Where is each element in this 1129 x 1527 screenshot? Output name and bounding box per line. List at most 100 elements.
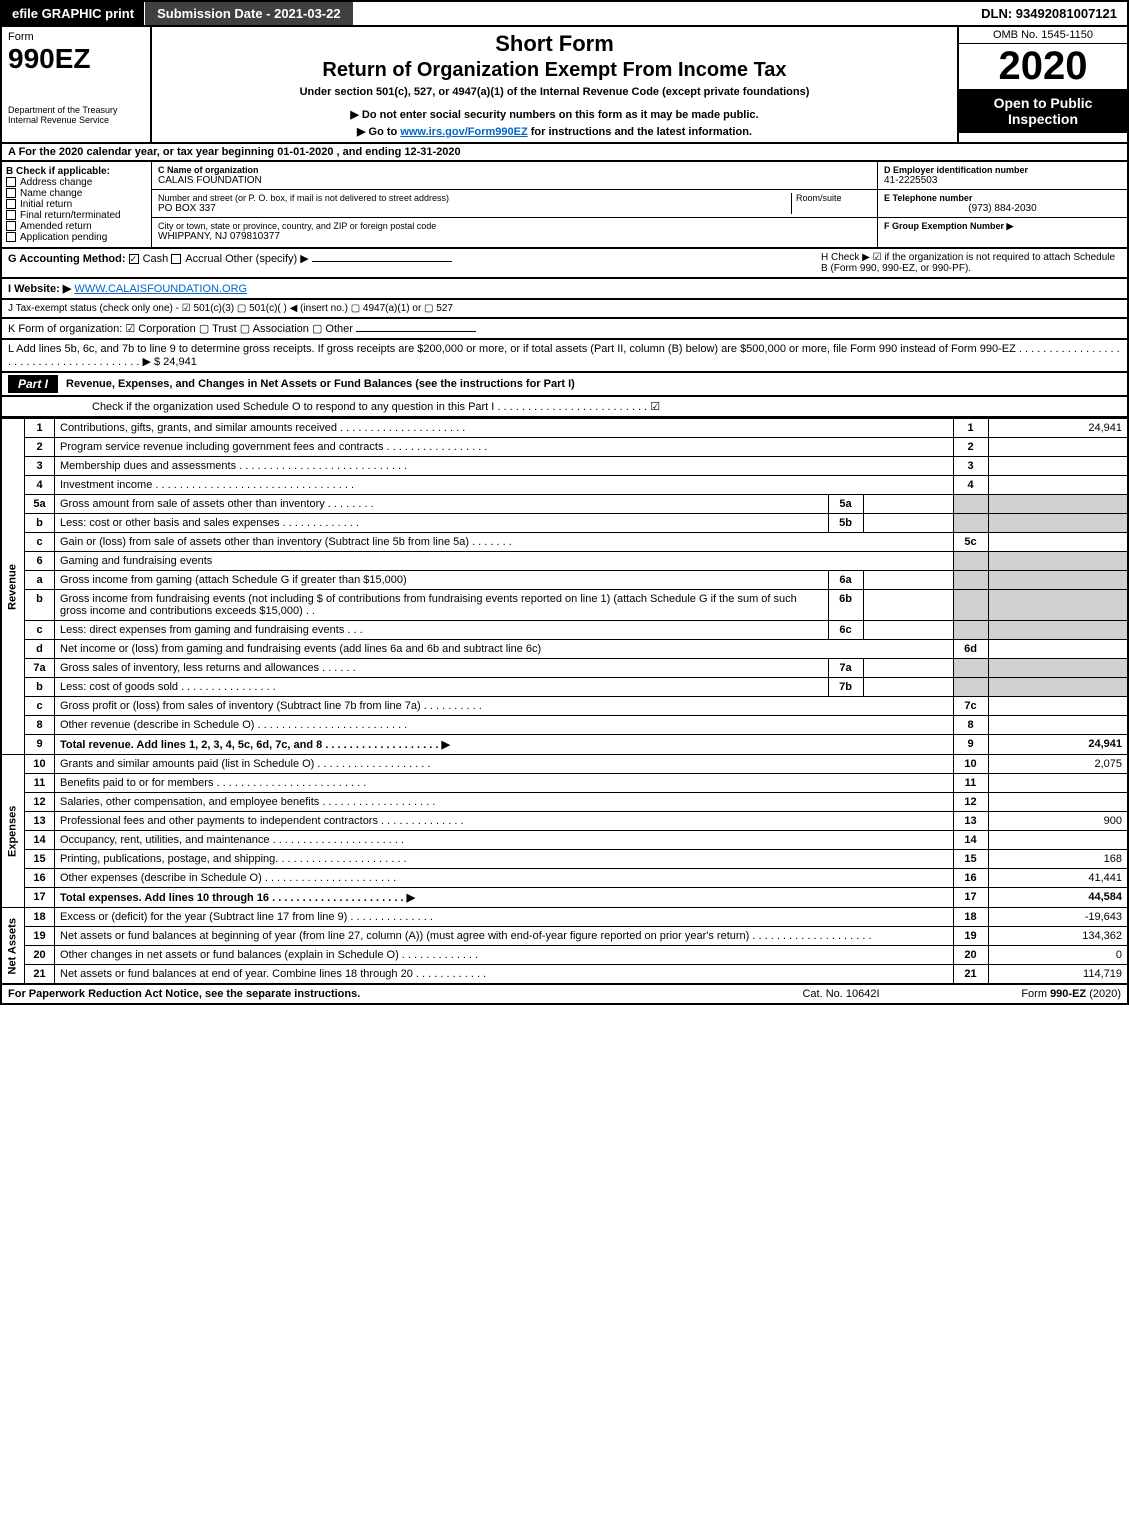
chk-address-change[interactable] (6, 177, 16, 187)
line-amount: 44,584 (988, 888, 1128, 908)
line-label: Other expenses (describe in Schedule O) … (55, 869, 954, 888)
line-ref: 2 (953, 438, 988, 457)
irs-link[interactable]: www.irs.gov/Form990EZ (400, 126, 527, 138)
line-number: 4 (25, 476, 55, 495)
irs: Internal Revenue Service (8, 115, 144, 125)
line-label: Total revenue. Add lines 1, 2, 3, 4, 5c,… (55, 735, 954, 755)
part1-table: Revenue1Contributions, gifts, grants, an… (0, 418, 1129, 985)
line-label: Gross income from gaming (attach Schedul… (55, 571, 829, 590)
chk-final-return[interactable] (6, 210, 16, 220)
street-label: Number and street (or P. O. box, if mail… (158, 193, 791, 203)
page-footer: For Paperwork Reduction Act Notice, see … (0, 985, 1129, 1005)
line-amount (988, 457, 1128, 476)
line-label: Total expenses. Add lines 10 through 16 … (55, 888, 954, 908)
section-label: Net Assets (1, 908, 25, 985)
chk-name-change[interactable] (6, 188, 16, 198)
ssn-warning: ▶ Do not enter social security numbers o… (162, 108, 947, 121)
cat-no: Cat. No. 10642I (741, 988, 941, 1000)
line-amount (988, 640, 1128, 659)
line-number: 5a (25, 495, 55, 514)
subline-value (863, 621, 953, 640)
line-amount (988, 476, 1128, 495)
line-label: Gain or (loss) from sale of assets other… (55, 533, 954, 552)
chk-pending[interactable] (6, 232, 16, 242)
chk-initial-return[interactable] (6, 199, 16, 209)
line-ref: 6d (953, 640, 988, 659)
line-label: Gross sales of inventory, less returns a… (55, 659, 829, 678)
line-number: 15 (25, 850, 55, 869)
line-label: Other revenue (describe in Schedule O) .… (55, 716, 954, 735)
line-label: Gross amount from sale of assets other t… (55, 495, 829, 514)
line-ref: 14 (953, 831, 988, 850)
line-amount: 0 (988, 946, 1128, 965)
other-specify: Other (specify) ▶ (225, 253, 309, 265)
part1-title: Revenue, Expenses, and Changes in Net As… (66, 378, 575, 390)
form-word: Form (8, 31, 144, 43)
box-e-label: E Telephone number (884, 193, 1121, 203)
row-k: K Form of organization: ☑ Corporation ▢ … (0, 319, 1129, 340)
box-g-label: G Accounting Method: (8, 253, 126, 265)
top-bar: efile GRAPHIC print Submission Date - 20… (0, 0, 1129, 27)
efile-print-button[interactable]: efile GRAPHIC print (2, 2, 145, 25)
phone: (973) 884-2030 (884, 203, 1121, 214)
city-label: City or town, state or province, country… (158, 221, 871, 231)
box-d-label: D Employer identification number (884, 165, 1121, 175)
part1-check: Check if the organization used Schedule … (0, 397, 1129, 418)
line-label: Excess or (deficit) for the year (Subtra… (55, 908, 954, 927)
row-l: L Add lines 5b, 6c, and 7b to line 9 to … (0, 340, 1129, 373)
line-amount (988, 793, 1128, 812)
paperwork-notice: For Paperwork Reduction Act Notice, see … (8, 988, 741, 1000)
section-label: Revenue (1, 419, 25, 755)
line-ref: 19 (953, 927, 988, 946)
subline-value (863, 678, 953, 697)
line-number: 8 (25, 716, 55, 735)
line-ref: 15 (953, 850, 988, 869)
line-number: 6 (25, 552, 55, 571)
line-label: Less: direct expenses from gaming and fu… (55, 621, 829, 640)
form-ref: Form 990-EZ (2020) (941, 988, 1121, 1000)
form-number: 990EZ (8, 43, 144, 75)
dln: DLN: 93492081007121 (971, 2, 1127, 25)
line-number: 12 (25, 793, 55, 812)
line-label: Professional fees and other payments to … (55, 812, 954, 831)
line-ref: 8 (953, 716, 988, 735)
line-ref: 13 (953, 812, 988, 831)
tax-year: 2020 (959, 44, 1127, 89)
form-header: Form 990EZ Department of the Treasury In… (0, 27, 1129, 144)
chk-amended[interactable] (6, 221, 16, 231)
website-link[interactable]: WWW.CALAISFOUNDATION.ORG (74, 283, 247, 295)
row-j: J Tax-exempt status (check only one) - ☑… (0, 300, 1129, 319)
omb-number: OMB No. 1545-1150 (959, 27, 1127, 44)
line-ref: 9 (953, 735, 988, 755)
line-number: 10 (25, 755, 55, 774)
short-form-title: Short Form (162, 31, 947, 57)
chk-accrual[interactable] (171, 254, 181, 264)
line-label: Net assets or fund balances at end of ye… (55, 965, 954, 985)
line-ref: 3 (953, 457, 988, 476)
subline-value (863, 590, 953, 621)
line-label: Salaries, other compensation, and employ… (55, 793, 954, 812)
line-label: Net income or (loss) from gaming and fun… (55, 640, 954, 659)
box-l-amount: $ 24,941 (154, 356, 197, 368)
line-amount: 24,941 (988, 419, 1128, 438)
line-ref: 7c (953, 697, 988, 716)
box-k-text: K Form of organization: ☑ Corporation ▢ … (8, 323, 353, 335)
line-number: 7a (25, 659, 55, 678)
subline-ref: 5a (828, 495, 863, 514)
period-row: A For the 2020 calendar year, or tax yea… (0, 144, 1129, 162)
submission-date: Submission Date - 2021-03-22 (145, 2, 353, 25)
open-to-public: Open to Public Inspection (959, 89, 1127, 133)
chk-cash[interactable] (129, 254, 139, 264)
box-c-label: C Name of organization (158, 165, 871, 175)
line-label: Benefits paid to or for members . . . . … (55, 774, 954, 793)
line-number: b (25, 514, 55, 533)
line-ref: 20 (953, 946, 988, 965)
line-label: Printing, publications, postage, and shi… (55, 850, 954, 869)
line-ref: 16 (953, 869, 988, 888)
line-label: Gross profit or (loss) from sales of inv… (55, 697, 954, 716)
line-ref: 17 (953, 888, 988, 908)
line-number: a (25, 571, 55, 590)
room-suite-label: Room/suite (791, 193, 871, 214)
line-label: Occupancy, rent, utilities, and maintena… (55, 831, 954, 850)
line-ref: 21 (953, 965, 988, 985)
